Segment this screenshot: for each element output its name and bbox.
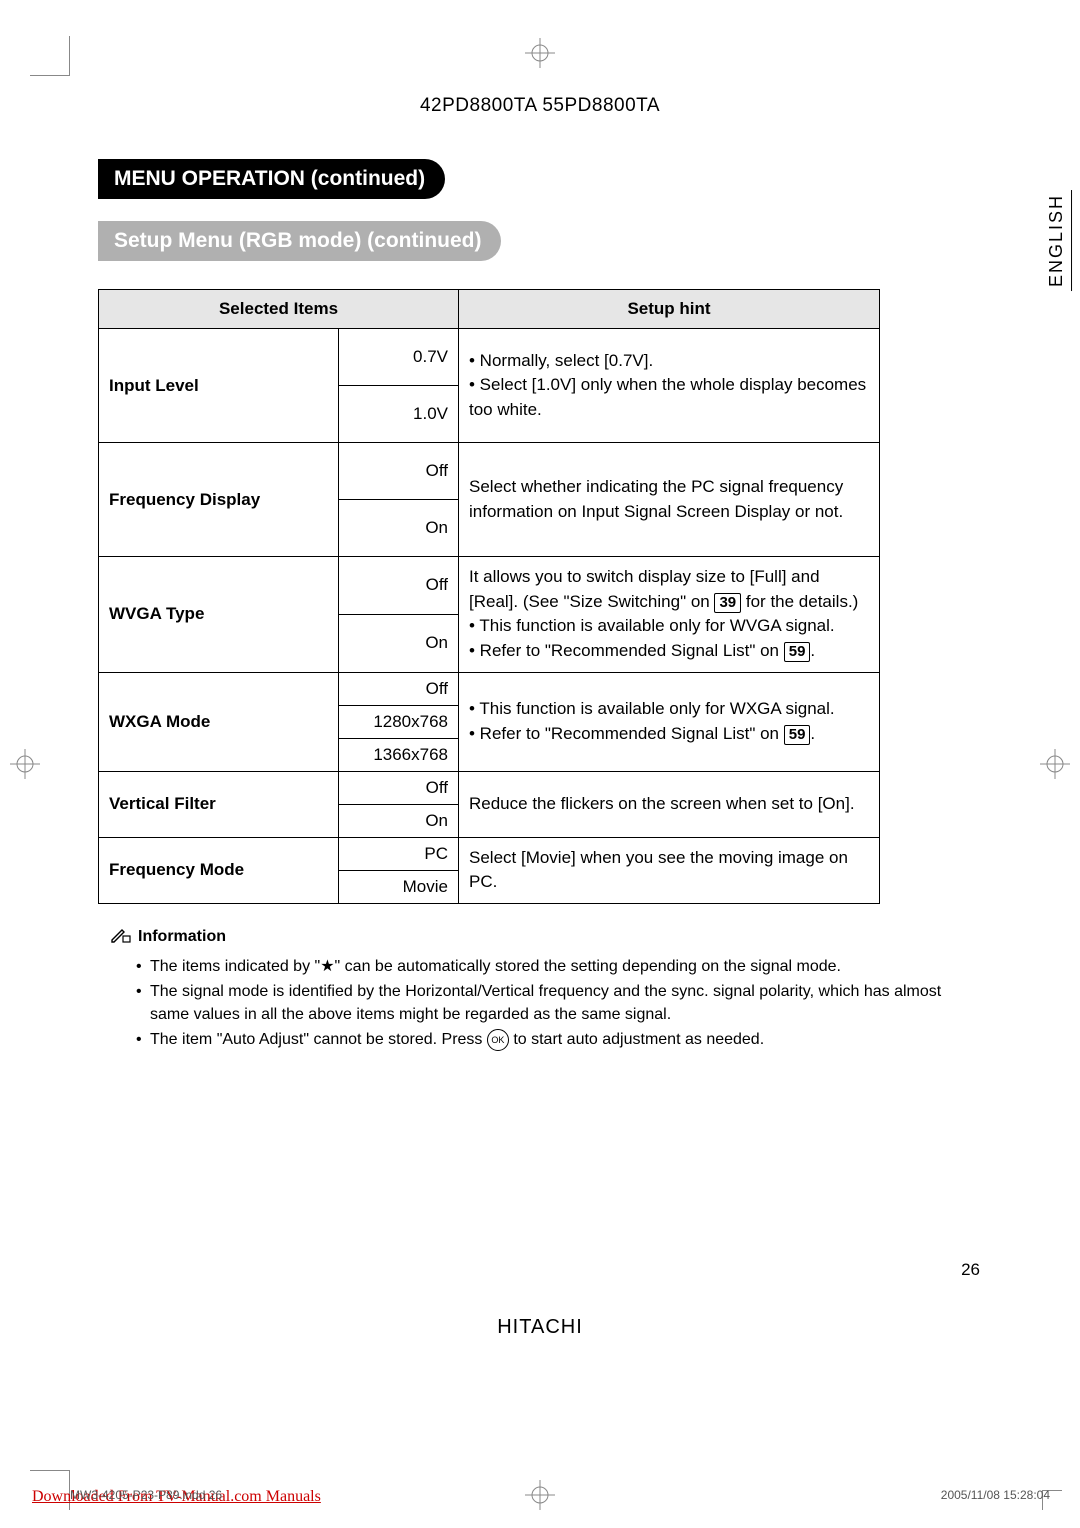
- page-ref-59: 59: [784, 725, 811, 745]
- opt-1280: 1280x768: [339, 705, 459, 738]
- header-selected-items: Selected Items: [99, 290, 459, 329]
- info-list: The items indicated by "★" can be automa…: [110, 955, 970, 1052]
- opt-on: On: [339, 500, 459, 557]
- registration-mark-right: [1040, 749, 1070, 779]
- opt-off: Off: [339, 771, 459, 804]
- list-item: The signal mode is identified by the Hor…: [136, 980, 970, 1026]
- hint-text: • Select [1.0V] only when the whole disp…: [469, 375, 866, 419]
- information-title: Information: [110, 926, 970, 949]
- info-text: to start auto adjustment as needed.: [509, 1031, 764, 1048]
- table-row: WVGA Type Off It allows you to switch di…: [99, 557, 880, 615]
- info-text: " can be automatically stored the settin…: [335, 958, 841, 975]
- page-ref-39: 39: [714, 593, 741, 613]
- page-content: 42PD8800TA 55PD8800TA MENU OPERATION (co…: [98, 95, 982, 1054]
- setup-table: Selected Items Setup hint Input Level 0.…: [98, 289, 880, 904]
- model-header: 42PD8800TA 55PD8800TA: [98, 95, 982, 117]
- opt-on: On: [339, 804, 459, 837]
- opt-1366: 1366x768: [339, 738, 459, 771]
- registration-mark-bottom: [525, 1480, 555, 1510]
- opt-off: Off: [339, 557, 459, 615]
- information-block: Information The items indicated by "★" c…: [98, 926, 982, 1052]
- section-title: MENU OPERATION (continued): [98, 159, 445, 199]
- opt-off: Off: [339, 672, 459, 705]
- pencil-icon: [110, 926, 132, 949]
- label-vertical-filter: Vertical Filter: [99, 771, 339, 837]
- info-text: The item "Auto Adjust" cannot be stored.…: [150, 1031, 487, 1048]
- registration-mark-top: [525, 38, 555, 68]
- list-item: The items indicated by "★" can be automa…: [136, 955, 970, 978]
- crop-mark-tl: [30, 36, 70, 76]
- opt-movie: Movie: [339, 870, 459, 903]
- language-tab: ENGLISH: [1044, 190, 1072, 291]
- hint-text: • Refer to "Recommended Signal List" on: [469, 724, 784, 743]
- registration-mark-left: [10, 749, 40, 779]
- brand-logo: HITACHI: [497, 1316, 583, 1339]
- hint-text: • Refer to "Recommended Signal List" on: [469, 641, 784, 660]
- hint-vertical-filter: Reduce the flickers on the screen when s…: [459, 771, 880, 837]
- opt-pc: PC: [339, 837, 459, 870]
- hint-text: for the details.): [741, 592, 858, 611]
- opt-on: On: [339, 614, 459, 672]
- opt-07v: 0.7V: [339, 329, 459, 386]
- star-icon: ★: [320, 958, 334, 975]
- opt-10v: 1.0V: [339, 386, 459, 443]
- hint-text: • This function is available only for WX…: [469, 699, 835, 718]
- table-row: Frequency Display Off Select whether ind…: [99, 443, 880, 500]
- opt-off: Off: [339, 443, 459, 500]
- hint-wvga-type: It allows you to switch display size to …: [459, 557, 880, 673]
- subsection-title: Setup Menu (RGB mode) (continued): [98, 221, 501, 261]
- label-wxga-mode: WXGA Mode: [99, 672, 339, 771]
- hint-frequency-mode: Select [Movie] when you see the moving i…: [459, 837, 880, 903]
- table-header-row: Selected Items Setup hint: [99, 290, 880, 329]
- information-label: Information: [138, 928, 226, 946]
- header-setup-hint: Setup hint: [459, 290, 880, 329]
- footer-timestamp: 2005/11/08 15:28:04: [941, 1488, 1050, 1502]
- hint-text: .: [810, 641, 815, 660]
- label-freq-display: Frequency Display: [99, 443, 339, 557]
- hint-freq-display: Select whether indicating the PC signal …: [459, 443, 880, 557]
- footer-filename: MW3-4205-P23-P89.indd 26: [70, 1488, 222, 1502]
- ok-button-icon: OK: [487, 1029, 509, 1051]
- table-row: WXGA Mode Off • This function is availab…: [99, 672, 880, 705]
- label-frequency-mode: Frequency Mode: [99, 837, 339, 903]
- hint-input-level: • Normally, select [0.7V]. • Select [1.0…: [459, 329, 880, 443]
- hint-text: • Normally, select [0.7V].: [469, 351, 653, 370]
- hint-text: • This function is available only for WV…: [469, 616, 835, 635]
- info-text: The items indicated by ": [150, 958, 320, 975]
- label-input-level: Input Level: [99, 329, 339, 443]
- list-item: The item "Auto Adjust" cannot be stored.…: [136, 1028, 970, 1051]
- table-row: Input Level 0.7V • Normally, select [0.7…: [99, 329, 880, 386]
- table-row: Vertical Filter Off Reduce the flickers …: [99, 771, 880, 804]
- hint-text: .: [810, 724, 815, 743]
- page-ref-59: 59: [784, 642, 811, 662]
- hint-wxga-mode: • This function is available only for WX…: [459, 672, 880, 771]
- page-number: 26: [961, 1260, 980, 1280]
- table-row: Frequency Mode PC Select [Movie] when yo…: [99, 837, 880, 870]
- label-wvga-type: WVGA Type: [99, 557, 339, 673]
